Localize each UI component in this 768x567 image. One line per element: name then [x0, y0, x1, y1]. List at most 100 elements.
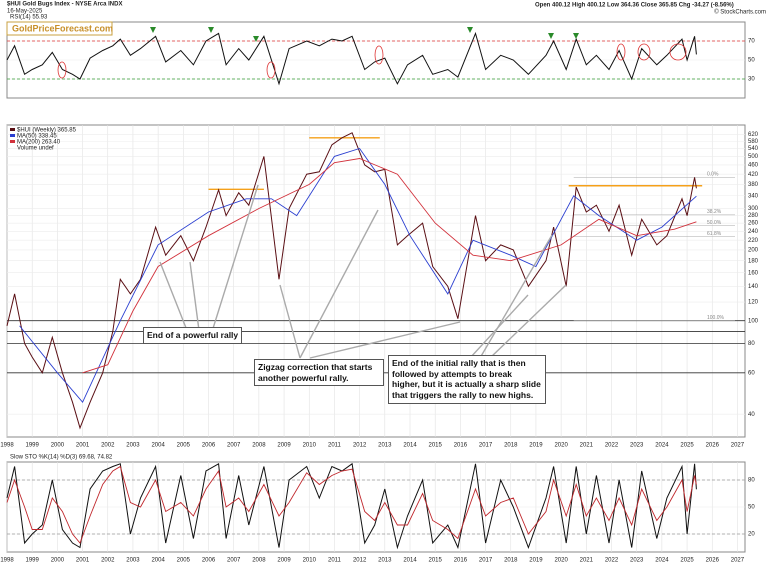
x-tick-label: 2014: [403, 558, 417, 564]
x-tick-label: 2016: [454, 558, 468, 564]
arrows: [150, 27, 579, 42]
x-tick-label: 2008: [252, 443, 266, 449]
legend-label: MA(200) 263.40: [17, 140, 61, 146]
x-tick-label: 1999: [26, 443, 40, 449]
y-tick-label: 420: [748, 172, 759, 178]
y-tick-label: 240: [748, 229, 759, 235]
x-tick-label: 2013: [378, 558, 392, 564]
x-tick-label: 2009: [277, 443, 291, 449]
x-tick-label: 2003: [126, 443, 140, 449]
x-tick-label: 2020: [554, 558, 568, 564]
x-tick-label: 2021: [580, 443, 594, 449]
legend-label: $HUI (Weekly) 365.85: [17, 128, 77, 134]
y-tick-label: 200: [748, 248, 759, 254]
x-tick-label: 2000: [51, 443, 65, 449]
x-tick-label: 2005: [177, 443, 191, 449]
x-tick-label: 2002: [101, 558, 115, 564]
x-tick-label: 2021: [580, 558, 594, 564]
x-tick-label: 2004: [151, 443, 165, 449]
y-tick-label: 160: [748, 270, 759, 276]
x-tick-label: 2026: [706, 558, 720, 564]
x-tick-label: 2023: [630, 558, 644, 564]
y-tick-label: 460: [748, 162, 759, 168]
x-tick-label: 2013: [378, 443, 392, 449]
logo-box: [6, 21, 113, 36]
y-tick-label: 40: [748, 412, 755, 418]
x-tick-label: 2014: [403, 443, 417, 449]
legend-label: MA(50) 338.45: [17, 134, 57, 140]
x-tick-label: 2001: [76, 443, 90, 449]
x-tick-label: 2015: [429, 443, 443, 449]
annotation: End of a powerful rally: [143, 327, 243, 344]
fib-label: 100.0%: [707, 315, 725, 321]
credit: © StockCharts.com: [714, 9, 766, 16]
y-tick-label: 620: [748, 132, 759, 138]
x-tick-label: 2007: [227, 558, 241, 564]
panel: 30 50 70 RSI(14) 55.93: [6, 15, 755, 99]
legend-swatch: [10, 140, 15, 143]
x-tick-label: 2027: [731, 443, 745, 449]
x-tick-label: 2018: [504, 558, 518, 564]
annotation: Zigzag correction that starts another po…: [254, 359, 384, 387]
x-tick-label: 1999: [26, 558, 40, 564]
x-tick-label: 2020: [554, 443, 568, 449]
x-tick-label: 2019: [529, 443, 543, 449]
x-tick-label: 2000: [51, 558, 65, 564]
y-tick-label: 500: [748, 154, 759, 160]
x-tick-label: 2024: [655, 558, 669, 564]
x-tick-label: 2011: [328, 443, 342, 449]
y-tick-label: 220: [748, 238, 759, 244]
x-tick-label: 1998: [0, 443, 14, 449]
y-tick-label: 260: [748, 221, 759, 227]
series-line: [6, 31, 697, 86]
x-tick-label: 2003: [126, 558, 140, 564]
x-tick-label: 2012: [353, 443, 367, 449]
connectors: [159, 184, 567, 359]
panel: 1998 1999 2000 2001 2002 2003 2004 2005 2006 2007…: [0, 124, 759, 449]
x-tick-label: 2009: [277, 558, 291, 564]
y-tick-label: 80: [748, 341, 755, 347]
x-tick-label: 2023: [630, 443, 644, 449]
y-tick-label: 280: [748, 213, 759, 219]
series-line: [6, 462, 697, 550]
x-tick-label: 2007: [227, 443, 241, 449]
fib-label: 61.8%: [707, 231, 722, 237]
x-tick-label: 2026: [706, 443, 720, 449]
series-line: [19, 147, 697, 404]
y-tick-label: 80: [748, 478, 755, 484]
panel: 1998 1999 2000 2001 2002 2003 2004 2005 2006 2007…: [0, 455, 755, 564]
y-tick-label: 380: [748, 182, 759, 188]
series-line: [6, 465, 697, 544]
series-line: [82, 158, 697, 374]
x-tick-label: 2025: [680, 443, 694, 449]
legend-swatch: [10, 134, 15, 137]
x-tick-label: 2001: [76, 558, 90, 564]
x-tick-label: 2015: [429, 558, 443, 564]
x-tick-label: 2018: [504, 443, 518, 449]
x-tick-label: 2024: [655, 443, 669, 449]
logo: GoldPriceForecast.com: [12, 23, 113, 33]
y-tick-label: 300: [748, 206, 759, 212]
quote: Open 400.12 High 400.12 Low 364.36 Close…: [535, 3, 734, 9]
y-tick-label: 580: [748, 139, 759, 145]
x-tick-label: 2027: [731, 558, 745, 564]
y-tick-label: 540: [748, 146, 759, 152]
x-tick-label: 2017: [479, 558, 493, 564]
x-tick-label: 2016: [454, 443, 468, 449]
x-tick-label: 2010: [303, 443, 317, 449]
y-tick-label: 120: [748, 300, 759, 306]
legend-swatch: [10, 128, 15, 131]
fib-label: 50.0%: [707, 220, 722, 226]
chart-title: $HUI Gold Bugs Index - NYSE Arca INDX: [7, 2, 122, 8]
y-tick-label: 30: [748, 77, 755, 83]
y-tick-label: 20: [748, 532, 755, 538]
annotation: End of the initial rally that is then fo…: [388, 355, 546, 404]
x-tick-label: 2006: [202, 558, 216, 564]
y-tick-label: 180: [748, 258, 759, 264]
y-tick-label: 100: [748, 318, 759, 324]
date: 16-May-2025: [7, 9, 43, 15]
y-tick-label: 70: [748, 39, 755, 45]
y-tick-label: 140: [748, 284, 759, 290]
